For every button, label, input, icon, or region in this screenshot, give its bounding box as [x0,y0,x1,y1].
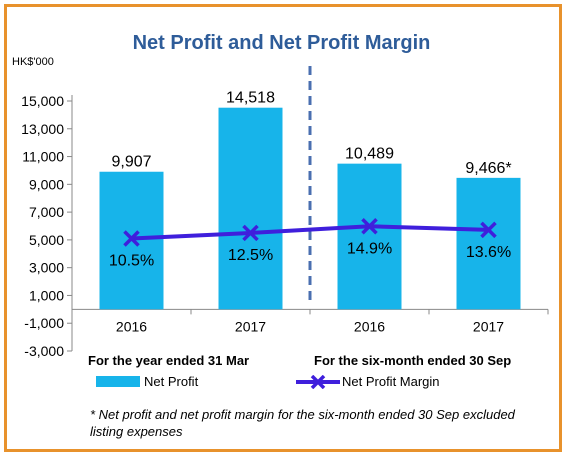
y-tick-label: 7,000 [29,204,64,220]
legend-bar-swatch [96,376,140,387]
x-tick-label: 2016 [116,318,147,334]
bar [456,177,521,310]
margin-marker [480,221,497,239]
bar-value-label: 9,907 [111,154,151,171]
group-label-year: For the year ended 31 Mar [88,353,250,368]
y-tick-label: 1,000 [29,287,64,303]
legend-net-profit-margin-label: Net Profit Margin [342,374,440,389]
bar [218,107,283,310]
x-tick-label: 2017 [473,318,504,334]
margin-value-label: 13.6% [466,244,511,261]
y-tick-label: 13,000 [21,121,64,137]
margin-line [131,224,489,241]
bar [337,163,402,310]
legend-net-profit-label: Net Profit [144,374,199,389]
margin-marker [123,230,140,247]
y-tick-label: 3,000 [29,260,64,276]
margin-marker [242,224,259,242]
y-tick-label: 11,000 [22,149,64,165]
y-axis-unit: HK$'000 [12,56,54,68]
margin-value-label: 14.9% [347,240,392,257]
bar-value-label: 10,489 [345,146,394,163]
chart-frame [4,4,562,452]
y-tick-label: 5,000 [29,232,64,248]
y-tick-label: 9,000 [29,176,64,192]
x-tick-label: 2016 [354,318,385,334]
bar-value-label: 9,466* [465,160,511,177]
bar-value-label: 14,518 [226,90,275,107]
y-tick-label: -1,000 [24,315,64,331]
legend-line-swatch [296,374,340,389]
margin-marker [361,218,378,235]
x-tick-label: 2017 [235,318,266,334]
footnote: * Net profit and net profit margin for t… [90,407,515,439]
margin-value-label: 10.5% [109,253,154,270]
chart-title: Net Profit and Net Profit Margin [132,32,431,54]
y-tick-label: -3,000 [24,343,64,359]
legend-net-profit: Net Profit [96,374,198,389]
y-tick-label: 15,000 [21,93,64,109]
group-label-six-month: For the six-month ended 30 Sep [314,353,512,368]
legend-net-profit-margin: Net Profit Margin [296,374,440,389]
margin-value-label: 12.5% [228,247,273,264]
